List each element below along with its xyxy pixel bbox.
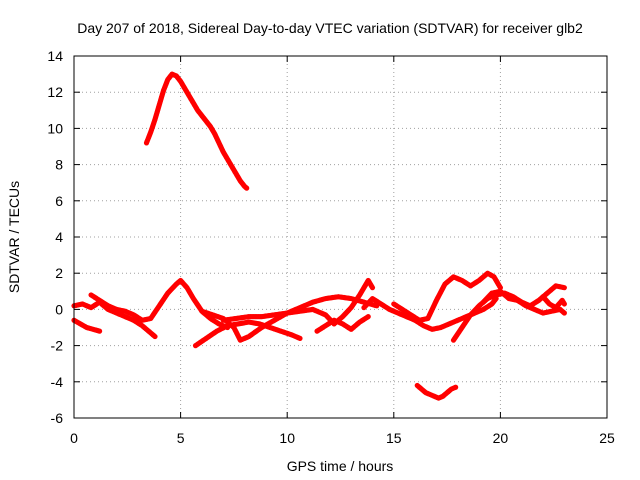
data-point bbox=[561, 310, 567, 316]
chart-title: Day 207 of 2018, Sidereal Day-to-day VTE… bbox=[77, 20, 583, 36]
data-point bbox=[152, 333, 158, 340]
y-tick-label: 8 bbox=[55, 157, 63, 173]
y-tick-label: 2 bbox=[55, 265, 63, 281]
x-tick-label: 0 bbox=[70, 430, 78, 446]
data-points bbox=[71, 71, 567, 401]
tick-labels: 0 5 10 15 20 25 -6 -4 -2 0 2 4 6 8 10 12 14 bbox=[47, 48, 615, 446]
axis-ticks bbox=[73, 55, 608, 419]
y-tick-label: 10 bbox=[47, 120, 63, 136]
data-point bbox=[244, 185, 250, 191]
data-point bbox=[453, 384, 459, 390]
y-tick-label: 12 bbox=[47, 84, 63, 100]
plot-frame bbox=[73, 55, 608, 419]
series-arc-k bbox=[480, 288, 567, 316]
data-point bbox=[96, 328, 103, 334]
data-point bbox=[561, 285, 567, 291]
series-arc-g bbox=[314, 314, 371, 334]
x-tick-label: 25 bbox=[599, 430, 615, 446]
x-tick-label: 20 bbox=[493, 430, 509, 446]
y-tick-label: -2 bbox=[51, 338, 64, 354]
data-point bbox=[561, 301, 567, 307]
data-point bbox=[365, 314, 371, 320]
y-tick-label: 0 bbox=[55, 301, 63, 317]
series-arc-i bbox=[391, 270, 503, 323]
y-axis-label: SDTVAR / TECUs bbox=[6, 181, 22, 293]
series-arc-dip bbox=[414, 382, 459, 401]
data-point bbox=[297, 335, 303, 341]
x-axis-label: GPS time / hours bbox=[287, 458, 394, 474]
y-tick-label: 6 bbox=[55, 193, 63, 209]
x-tick-label: 10 bbox=[279, 430, 295, 446]
series-arc-l bbox=[540, 294, 567, 311]
x-tick-label: 5 bbox=[177, 430, 185, 446]
y-tick-label: 14 bbox=[47, 48, 63, 64]
y-tick-label: 4 bbox=[55, 229, 63, 245]
series-arc-h bbox=[361, 295, 499, 332]
series-arc-d bbox=[192, 319, 303, 349]
series-arc-high bbox=[143, 71, 250, 191]
series-arc-b bbox=[71, 317, 103, 334]
grid bbox=[74, 56, 607, 418]
y-tick-label: -6 bbox=[51, 410, 64, 426]
x-tick-label: 15 bbox=[386, 430, 402, 446]
data-point bbox=[497, 285, 503, 291]
y-tick-label: -4 bbox=[51, 374, 64, 390]
data-point bbox=[369, 285, 376, 291]
